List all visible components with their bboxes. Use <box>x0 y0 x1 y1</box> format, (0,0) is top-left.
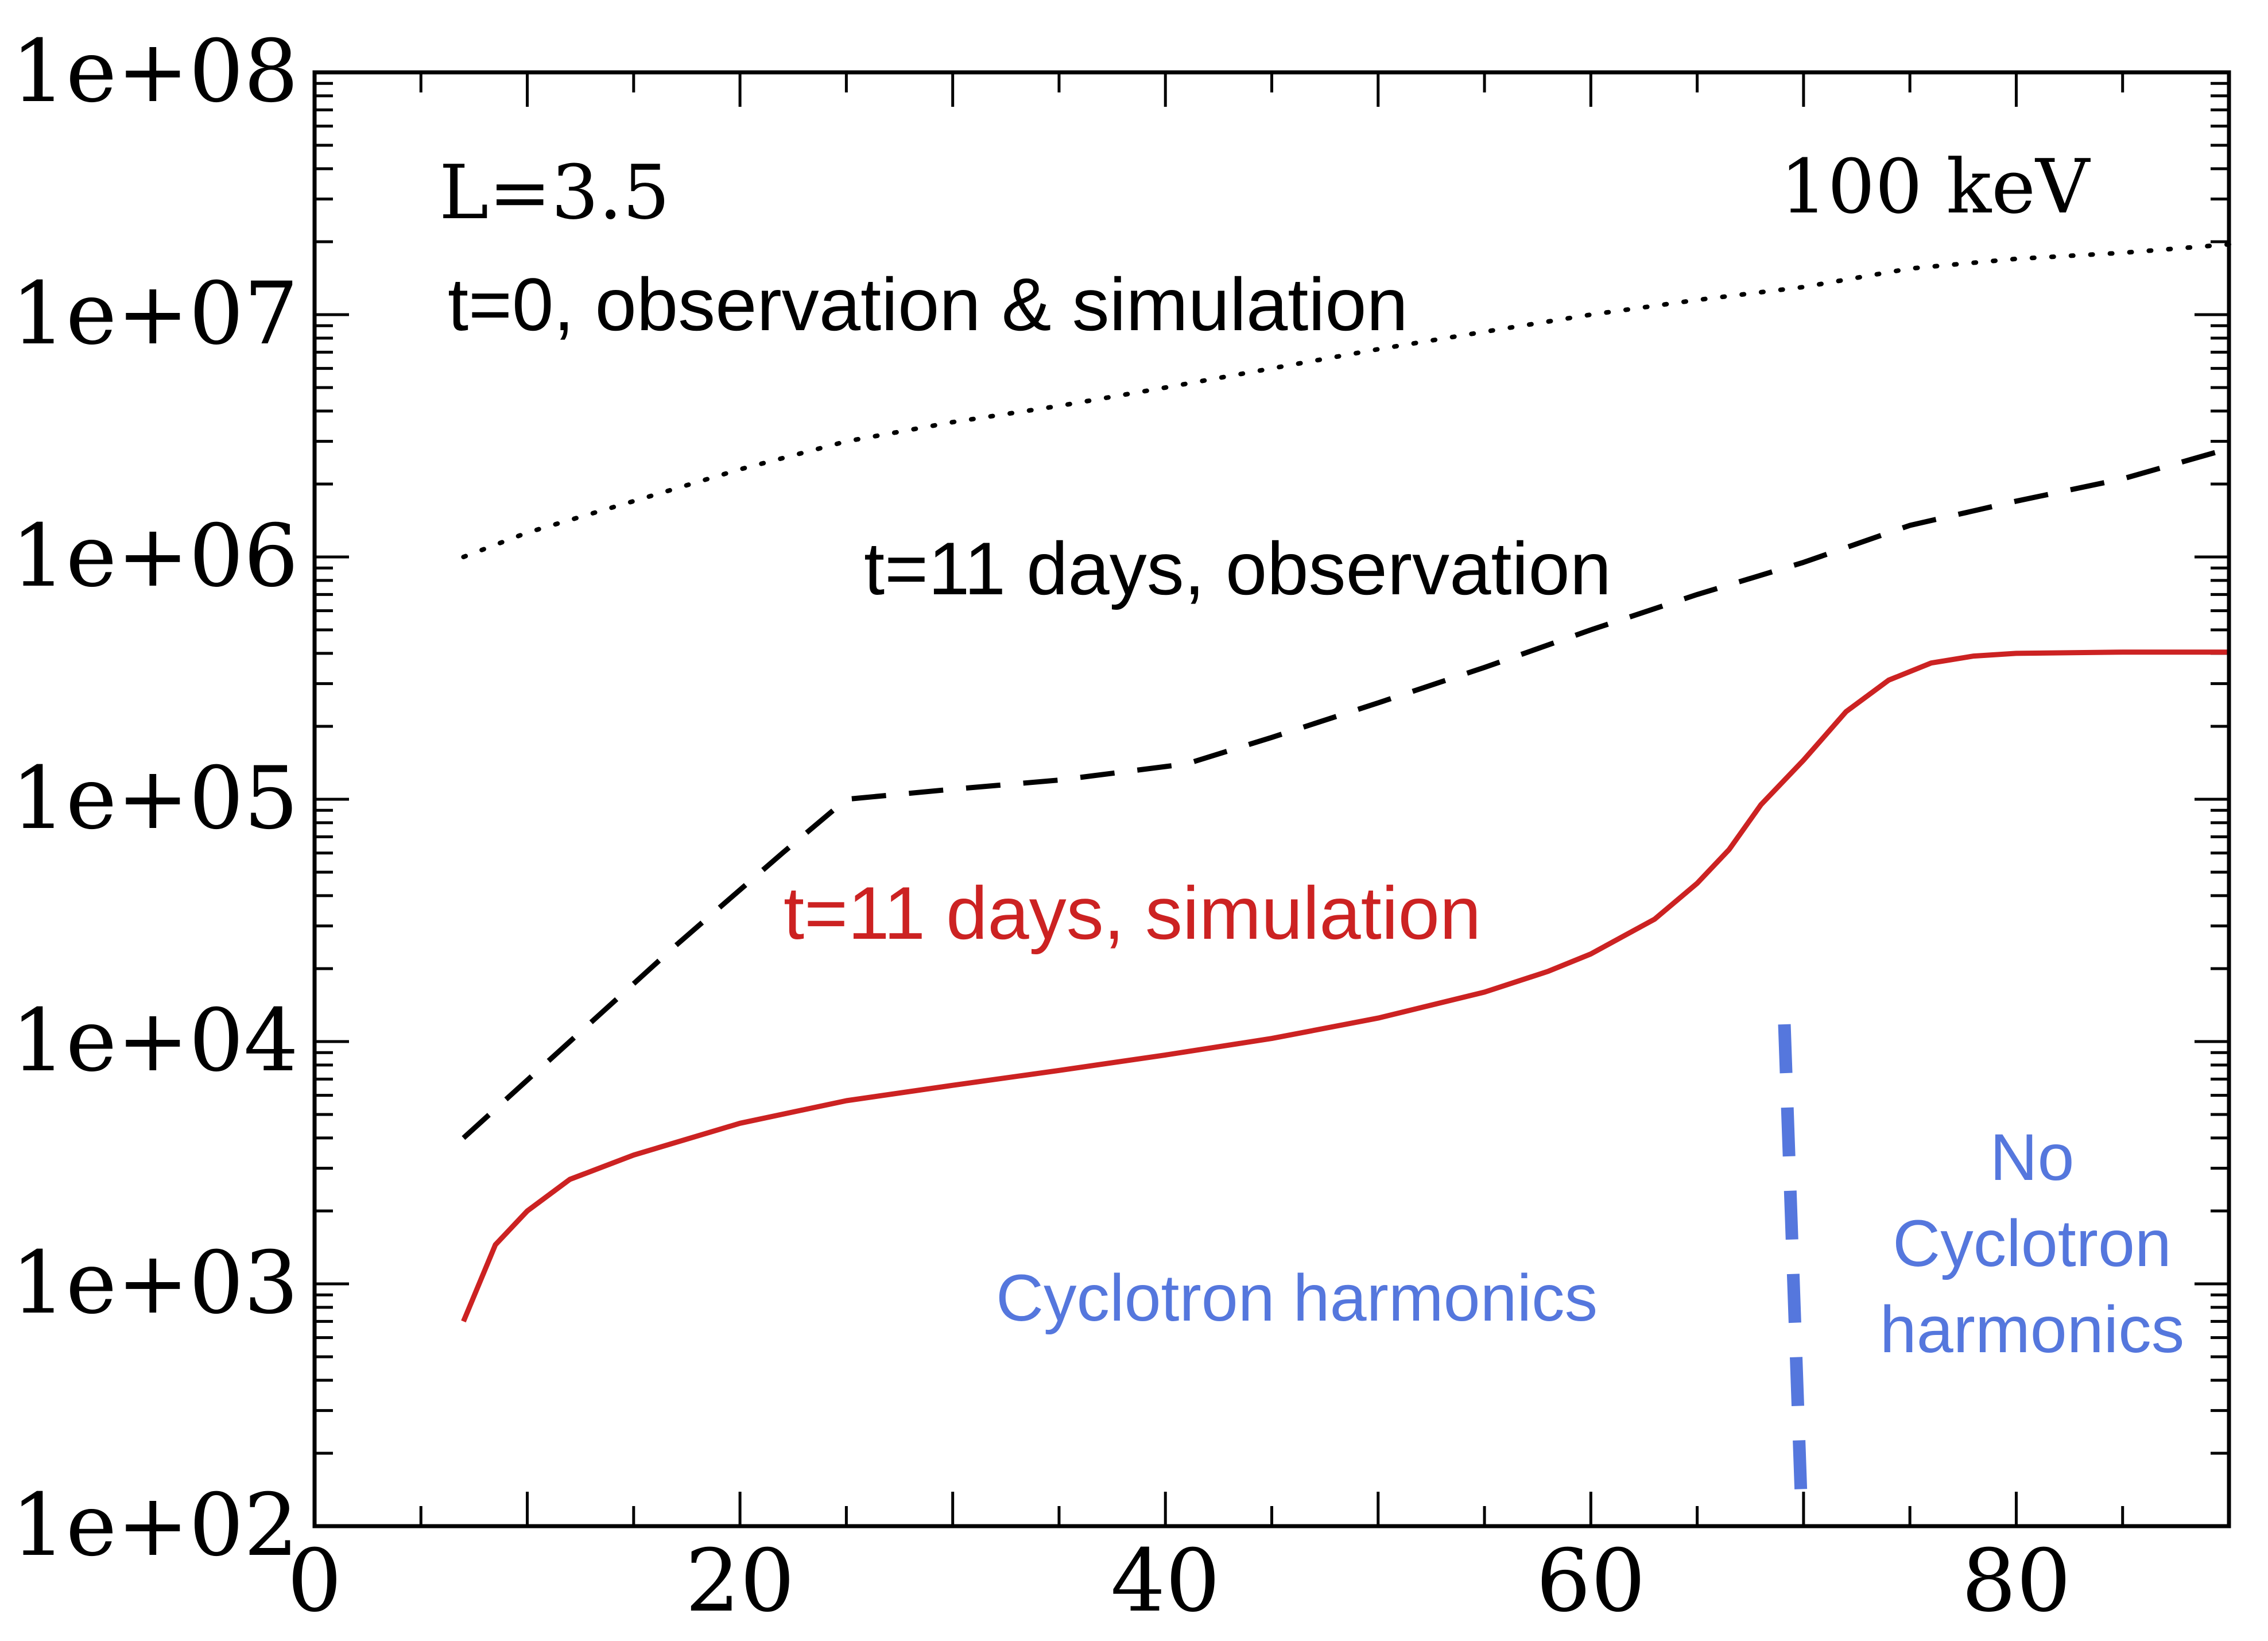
x-tick-label: 80 <box>1961 1531 2071 1631</box>
y-tick-label: 1e+05 <box>11 749 298 849</box>
y-tick-label: 1e+07 <box>11 264 298 364</box>
l-value-label: L=3.5 <box>439 149 670 236</box>
cyclotron-boundary-line <box>1778 1024 1808 1507</box>
y-tick-label: 1e+03 <box>11 1233 298 1333</box>
observation-series-label: t=11 days, observation <box>864 527 1611 610</box>
y-tick-label: 1e+08 <box>11 22 298 122</box>
plot-frame <box>312 70 2231 1528</box>
x-tick-labels: 0 20 40 60 80 <box>287 1531 2071 1631</box>
simulation-series-label: t=11 days, simulation <box>784 871 1481 955</box>
series-line-t0 <box>461 242 2231 559</box>
cyclotron-harmonics-label: Cyclotron harmonics <box>996 1261 1598 1335</box>
x-tick-label: 0 <box>287 1531 342 1631</box>
x-tick-label: 40 <box>1111 1531 1220 1631</box>
y-tick-label: 1e+02 <box>11 1476 298 1576</box>
t0-series-label: t=0, observation & simulation <box>448 262 1408 346</box>
no-cyclotron-label-line-1: No <box>1990 1121 2074 1194</box>
x-tick-label: 60 <box>1536 1531 1646 1631</box>
series-line-obs <box>462 446 2230 1140</box>
x-tick-label: 20 <box>685 1531 795 1631</box>
y-tick-label: 1e+04 <box>11 991 298 1091</box>
series-line-sim <box>461 649 2229 1323</box>
no-cyclotron-label-line-2: Cyclotron <box>1893 1207 2172 1280</box>
series-lines <box>461 242 2231 1323</box>
energy-label: 100 keV <box>1780 143 2091 230</box>
y-tick-labels: 1e+02 1e+03 1e+04 1e+05 1e+06 1e+07 1e+08 <box>11 22 298 1576</box>
no-cyclotron-label-line-3: harmonics <box>1880 1293 2184 1367</box>
y-tick-label: 1e+06 <box>11 506 298 606</box>
